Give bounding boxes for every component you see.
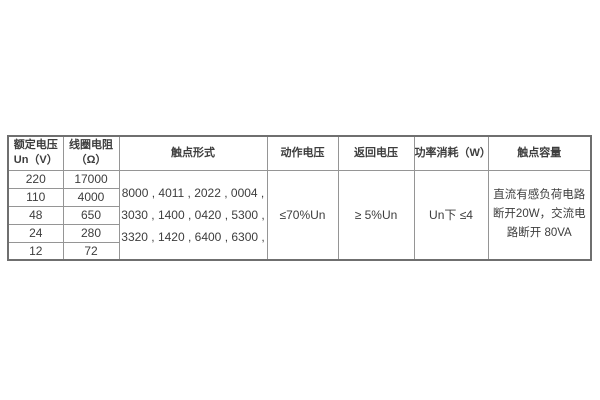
table-row: 12 72 bbox=[7, 241, 591, 261]
header-coil-resistance: 线圈电阻 （Ω） bbox=[62, 135, 120, 171]
header-coil-resistance-line1: 线圈电阻 bbox=[69, 139, 113, 152]
table-row: 220 17000 8000 , 4011 , 2022 , 0004 , 30… bbox=[7, 169, 592, 261]
rated-voltage-value: 220 bbox=[7, 169, 64, 189]
contact-form-cell: 8000 , 4011 , 2022 , 0004 , 3030 , 1400 … bbox=[118, 169, 268, 261]
header-contact-form: 触点形式 bbox=[118, 135, 268, 171]
header-coil-resistance-line2: （Ω） bbox=[75, 154, 107, 167]
header-row: 额定电压 Un（V） 线圈电阻 （Ω） 触点形式 动作电压 返回电压 功率消耗（… bbox=[7, 135, 592, 171]
contact-form-line: 8000 , 4011 , 2022 , 0004 , bbox=[121, 185, 265, 200]
header-contact-capacity: 触点容量 bbox=[487, 135, 592, 171]
coil-resistance-value: 72 bbox=[62, 241, 120, 261]
rated-voltage-value: 24 bbox=[7, 223, 64, 243]
coil-resistance-value: 650 bbox=[62, 205, 120, 225]
rated-voltage-value: 48 bbox=[7, 205, 64, 225]
coil-resistance-value: 4000 bbox=[62, 187, 120, 207]
contact-capacity-cell: 直流有感负荷电路断开20W，交流电路断开 80VA bbox=[487, 169, 592, 261]
header-rated-voltage-line1: 额定电压 bbox=[13, 139, 58, 152]
contact-form-line: 3030 , 1400 , 0420 , 5300 , bbox=[121, 207, 265, 222]
operate-voltage-cell: ≤70%Un bbox=[266, 169, 339, 261]
header-rated-voltage-line2: Un（V） bbox=[13, 154, 58, 167]
table-row: 24 280 bbox=[7, 223, 591, 243]
header-return-voltage: 返回电压 bbox=[337, 135, 415, 171]
rated-voltage-value: 12 bbox=[7, 241, 64, 261]
power-consumption-cell: Un下 ≤4 bbox=[413, 169, 489, 261]
header-operate-voltage: 动作电压 bbox=[266, 135, 339, 171]
relay-spec-table: 额定电压 Un（V） 线圈电阻 （Ω） 触点形式 动作电压 返回电压 功率消耗（… bbox=[7, 135, 592, 261]
rated-voltage-value: 110 bbox=[7, 187, 64, 207]
header-rated-voltage: 额定电压 Un（V） bbox=[7, 135, 64, 171]
coil-resistance-value: 17000 bbox=[62, 169, 120, 189]
coil-resistance-value: 280 bbox=[62, 223, 120, 243]
return-voltage-cell: ≥ 5%Un bbox=[337, 169, 415, 261]
contact-form-line: 3320 , 1420 , 6400 , 6300 , bbox=[121, 229, 265, 244]
header-power-consumption: 功率消耗（W） bbox=[413, 135, 489, 171]
